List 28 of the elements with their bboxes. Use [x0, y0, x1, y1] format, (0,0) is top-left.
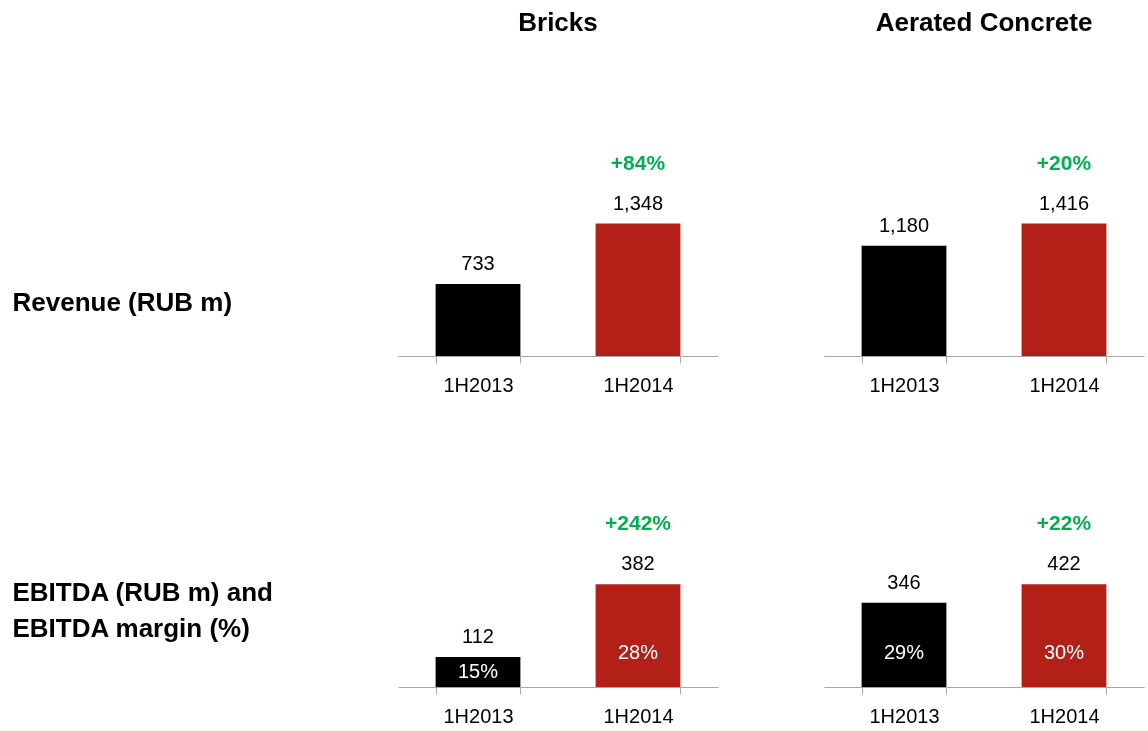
data-label: 346 [887, 570, 921, 593]
x-tick-label: 1H2014 [603, 704, 674, 727]
chart-title: Bricks [518, 7, 598, 37]
chart-title: Aerated Concrete [875, 7, 1093, 37]
data-label: 733 [461, 251, 495, 274]
data-label: 422 [1047, 552, 1081, 575]
annotation: 28% [617, 641, 659, 663]
x-tick-label: 1H2013 [443, 373, 514, 396]
x-tick-label: 1H2014 [1029, 373, 1100, 396]
x-tick-label: 1H2013 [869, 373, 940, 396]
annotation: +20% [1036, 150, 1092, 174]
x-tick-label: 1H2014 [1029, 704, 1100, 727]
data-label: 112 [462, 624, 494, 647]
annotation: 29% [883, 641, 925, 663]
x-tick-label: 1H2013 [869, 704, 940, 727]
data-label: 1,348 [612, 191, 664, 214]
annotation: +22% [1036, 511, 1092, 535]
annotation: +242% [605, 511, 672, 535]
y-axis-title: Revenue (RUB m) [12, 286, 233, 317]
annotation: 15% [457, 659, 499, 682]
data-label: 1,180 [878, 213, 930, 236]
data-label: 1,416 [1038, 191, 1090, 214]
annotation: +84% [610, 150, 666, 174]
x-tick-label: 1H2013 [443, 704, 514, 727]
annotation: 30% [1043, 641, 1085, 663]
data-label: 382 [621, 552, 655, 575]
y-axis-title: EBITDA (RUB m) and EBITDA margin (%) [12, 576, 273, 643]
x-tick-label: 1H2014 [603, 373, 674, 396]
